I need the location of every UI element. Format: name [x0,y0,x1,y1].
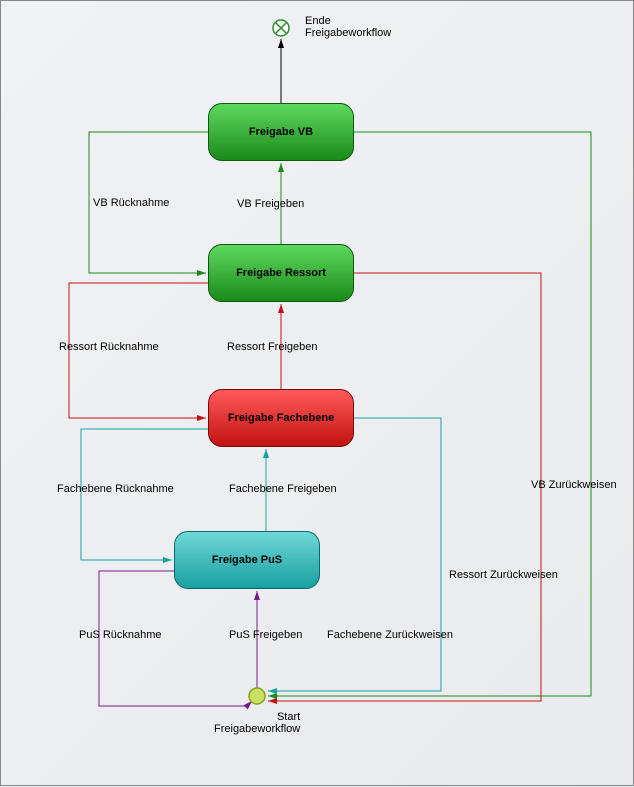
edge-label-vb-freigeben: VB Freigeben [237,198,304,210]
start-label: Start Freigabeworkflow [214,711,300,735]
node-label: Freigabe Ressort [236,267,326,279]
edge-label-fachebene-freigeben: Fachebene Freigeben [229,483,337,495]
edge-label-pus-ruecknahme: PuS Rücknahme [79,629,162,641]
node-label: Freigabe VB [249,126,313,138]
node-freigabe-pus[interactable]: Freigabe PuS [174,531,320,589]
edge-label-fachebene-ruecknahme: Fachebene Rücknahme [57,483,174,495]
node-freigabe-fachebene[interactable]: Freigabe Fachebene [208,389,354,447]
edge-label-ressort-freigeben: Ressort Freigeben [227,341,318,353]
node-freigabe-vb[interactable]: Freigabe VB [208,103,354,161]
node-label: Freigabe Fachebene [228,412,334,424]
edge-label-ressort-ruecknahme: Ressort Rücknahme [59,341,159,353]
node-label: Freigabe PuS [212,554,282,566]
edge-label-vb-zurueckweisen: VB Zurückweisen [531,479,617,491]
node-freigabe-ressort[interactable]: Freigabe Ressort [208,244,354,302]
end-label: Ende Freigabeworkflow [305,15,391,39]
edge-label-fachebene-zurueckweisen: Fachebene Zurückweisen [327,629,453,641]
edge-label-pus-freigeben: PuS Freigeben [229,629,302,641]
edge-label-vb-ruecknahme: VB Rücknahme [93,197,169,209]
edge-label-ressort-zurueckweisen: Ressort Zurückweisen [449,569,558,581]
